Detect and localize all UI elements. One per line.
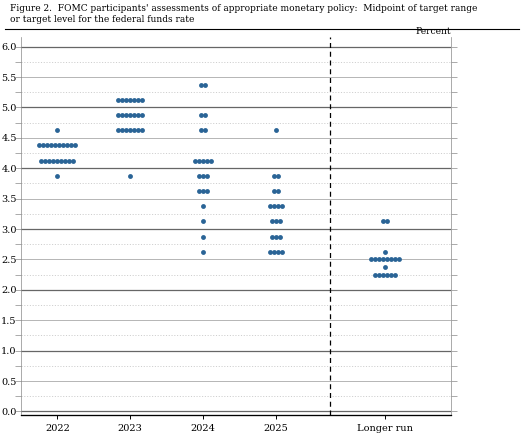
Text: Figure 2.  FOMC participants' assessments of appropriate monetary policy:  Midpo: Figure 2. FOMC participants' assessments…: [10, 4, 478, 13]
Text: or target level for the federal funds rate: or target level for the federal funds ra…: [10, 15, 195, 24]
Text: Percent: Percent: [415, 26, 451, 36]
